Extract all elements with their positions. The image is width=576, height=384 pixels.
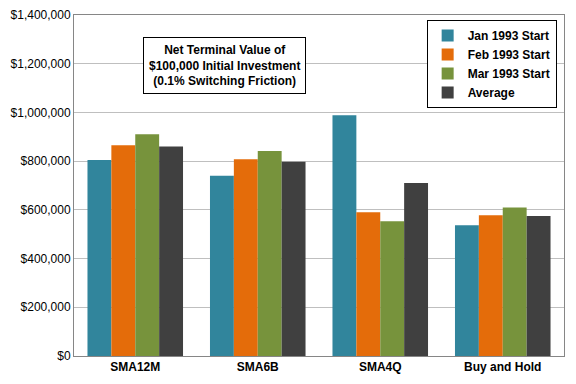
- svg-text:Jan 1993 Start: Jan 1993 Start: [468, 29, 549, 43]
- svg-text:$1,400,000: $1,400,000: [11, 8, 71, 22]
- svg-text:Buy and Hold: Buy and Hold: [464, 360, 541, 374]
- svg-text:$200,000: $200,000: [21, 300, 71, 314]
- svg-text:Mar 1993 Start: Mar 1993 Start: [468, 67, 550, 81]
- svg-text:$0: $0: [57, 349, 71, 363]
- svg-text:Feb 1993 Start: Feb 1993 Start: [468, 48, 550, 62]
- svg-text:$600,000: $600,000: [21, 203, 71, 217]
- svg-text:Net Terminal Value of$100,000: Net Terminal Value of$100,000 Initial In…: [149, 43, 300, 88]
- svg-text:$1,000,000: $1,000,000: [11, 106, 71, 120]
- svg-text:$400,000: $400,000: [21, 252, 71, 266]
- svg-text:Average: Average: [468, 86, 515, 100]
- svg-text:SMA12M: SMA12M: [110, 360, 160, 374]
- svg-text:$1,200,000: $1,200,000: [11, 57, 71, 71]
- svg-text:SMA6B: SMA6B: [237, 360, 279, 374]
- svg-text:SMA4Q: SMA4Q: [359, 360, 402, 374]
- svg-text:$800,000: $800,000: [21, 154, 71, 168]
